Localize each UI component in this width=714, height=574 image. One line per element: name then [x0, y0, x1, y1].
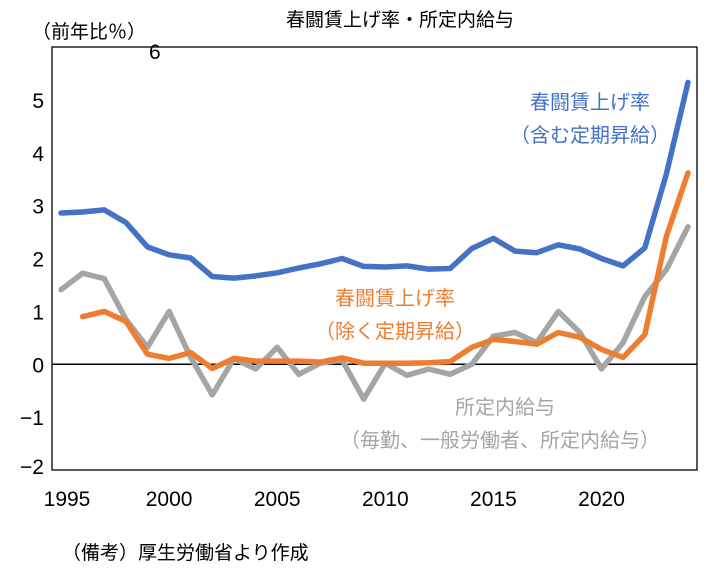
series-line-1 [79, 170, 691, 372]
plot-frame [51, 46, 698, 471]
annotation-wages: 所定内給与 （毎勤、一般労働者、所定内給与） [340, 395, 660, 452]
annotation-wages-line1: 所定内給与 [455, 395, 555, 419]
y-axis: 6 5 4 3 2 1 0 −1 −2 [20, 41, 161, 479]
series-line-0 [58, 79, 691, 281]
x-tick-label: 2015 [470, 488, 517, 511]
series-group [58, 79, 691, 402]
y-tick-label: −2 [20, 456, 44, 479]
x-tick-label: 2000 [146, 488, 193, 511]
annotation-shunto-incl: 春闘賃上げ率 （含む定期昇給） [510, 90, 670, 147]
y-tick-label: 3 [32, 196, 44, 219]
x-tick-label: 2005 [254, 488, 301, 511]
footnote: （備考）厚生労働省より作成 [62, 542, 309, 564]
annotation-shunto-excl-line2: （除く定期昇給） [315, 319, 475, 343]
annotation-shunto-excl-line1: 春闘賃上げ率 [335, 286, 455, 310]
x-tick-label: 2010 [362, 488, 409, 511]
y-tick-label: −1 [20, 407, 44, 430]
y-tick-label: 4 [32, 143, 44, 166]
chart-title: 春闘賃上げ率・所定内給与 [286, 9, 514, 31]
annotation-shunto-excl: 春闘賃上げ率 （除く定期昇給） [315, 286, 475, 343]
annotation-shunto-incl-line1: 春闘賃上げ率 [530, 90, 650, 114]
annotation-wages-line2: （毎勤、一般労働者、所定内給与） [340, 428, 660, 452]
x-tick-label: 1995 [44, 488, 91, 511]
y-axis-unit-label: （前年比％） [32, 21, 146, 43]
y-tick-label: 0 [32, 354, 44, 377]
y-tick-label: 1 [32, 301, 44, 324]
annotation-shunto-incl-line2: （含む定期昇給） [510, 123, 670, 147]
x-axis: 1995 2000 2005 2010 2015 2020 [44, 488, 625, 511]
y-tick-label: 5 [32, 90, 44, 113]
x-tick-label: 2020 [578, 488, 625, 511]
y-tick-label: 6 [149, 41, 161, 64]
y-tick-label: 2 [32, 249, 44, 272]
